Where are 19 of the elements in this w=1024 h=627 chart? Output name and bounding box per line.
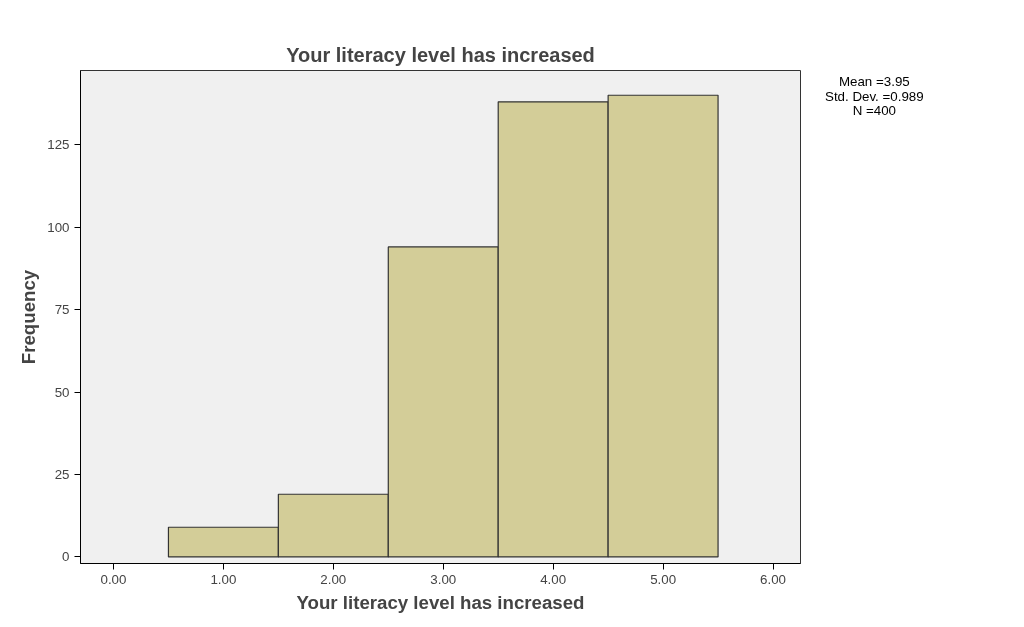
y-tick-label: 0	[62, 549, 70, 565]
x-tick-label: 5.00	[650, 571, 677, 587]
y-tick-label: 125	[47, 137, 70, 153]
y-tick-label: 100	[47, 219, 70, 235]
x-tick-label: 1.00	[210, 571, 237, 587]
y-tick-label: 75	[54, 302, 70, 318]
chart-title: Your literacy level has increased	[286, 43, 595, 66]
y-axis-title: Frequency	[18, 269, 40, 365]
x-axis-title: Your literacy level has increased	[296, 591, 585, 613]
y-tick-label: 50	[54, 384, 70, 400]
x-tick-label: 2.00	[320, 571, 347, 587]
text: Std. Dev. =0.989	[825, 88, 924, 104]
text: Mean =3.95	[838, 74, 910, 89]
text: N =400	[852, 103, 897, 119]
x-tick-label: 0.00	[100, 571, 127, 587]
x-tick-label: 6.00	[760, 571, 786, 587]
x-tick-label: 3.00	[430, 571, 457, 587]
x-tick-label: 4.00	[540, 571, 567, 587]
y-tick-label: 25	[54, 466, 70, 482]
